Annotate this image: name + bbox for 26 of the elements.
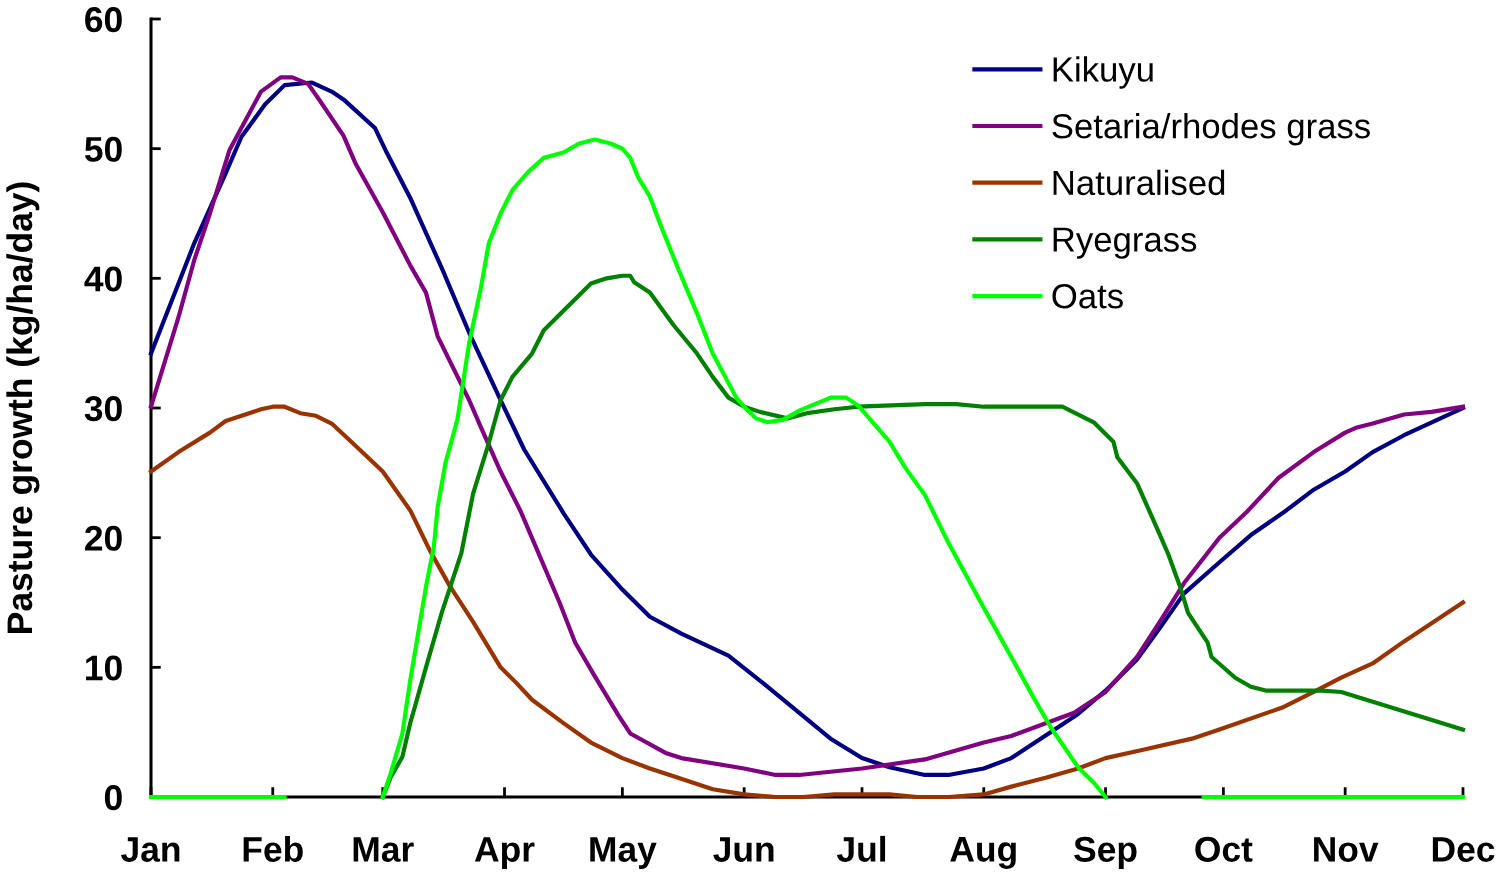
x-tick-label: Jul: [836, 835, 886, 862]
y-tick-label: 50: [84, 136, 122, 162]
legend-label: Setaria/rhodes grass: [1052, 113, 1370, 146]
y-tick-label: 20: [85, 525, 122, 551]
x-tick-label: Feb: [243, 835, 303, 862]
legend-label: Oats: [1052, 283, 1123, 309]
x-tick-label: Jun: [713, 837, 774, 862]
x-tick-label: Apr: [474, 837, 535, 869]
x-tick-label: Oct: [1195, 836, 1253, 862]
x-tick-label: Sep: [1074, 836, 1137, 869]
y-tick-label: 40: [84, 266, 122, 292]
legend-label: Ryegrass: [1053, 227, 1197, 259]
x-tick-label: Aug: [950, 837, 1016, 869]
y-tick-label: 0: [104, 785, 122, 811]
y-axis-title: Pasture growth (kg/ha/day): [6, 182, 40, 633]
x-tick-label: Nov: [1314, 837, 1379, 862]
y-tick-label: 60: [85, 7, 122, 33]
x-tick-label: Mar: [353, 837, 414, 862]
y-tick-label: 30: [84, 396, 122, 422]
legend-label: Naturalised: [1053, 169, 1225, 196]
x-tick-label: Dec: [1432, 837, 1495, 862]
legend-label: Kikuyu: [1053, 56, 1153, 89]
y-tick-label: 10: [86, 655, 122, 681]
line-series: [380, 273, 1466, 800]
x-tick-label: Jan: [121, 837, 180, 862]
x-tick-label: May: [590, 837, 657, 869]
